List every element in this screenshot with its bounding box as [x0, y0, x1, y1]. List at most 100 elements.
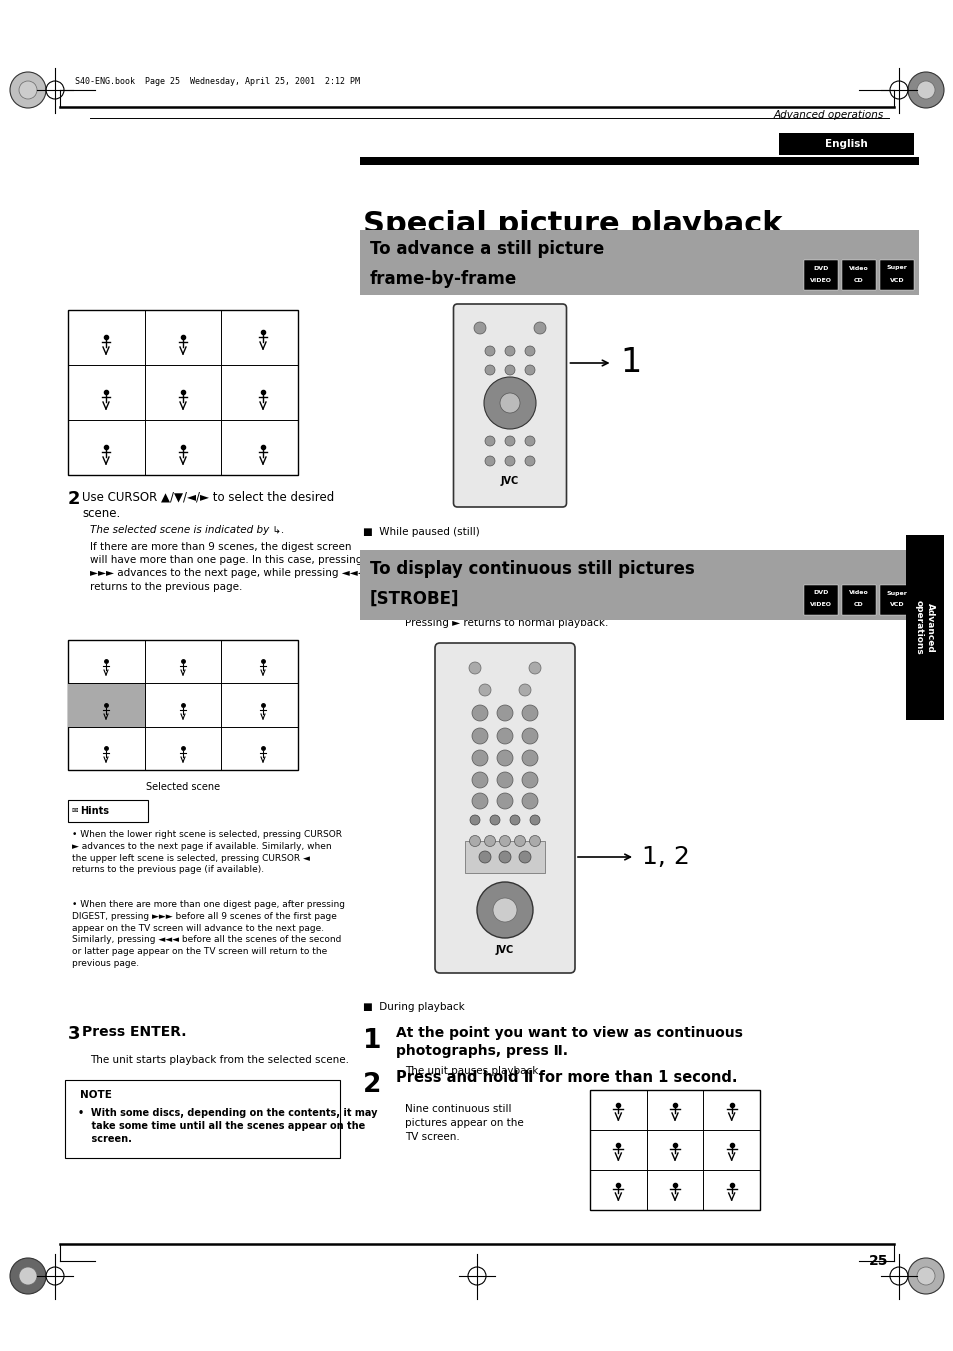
- Circle shape: [497, 728, 513, 744]
- Circle shape: [497, 771, 513, 788]
- Text: ■  While paused (still): ■ While paused (still): [363, 527, 479, 536]
- Circle shape: [916, 1267, 934, 1285]
- Text: 1: 1: [363, 1028, 381, 1054]
- Circle shape: [510, 815, 519, 825]
- Bar: [65, 1079, 339, 1158]
- Circle shape: [907, 72, 943, 108]
- Text: Nine continuous still
pictures appear on the
TV screen.: Nine continuous still pictures appear on…: [405, 1104, 523, 1142]
- Text: 1, 2: 1, 2: [641, 844, 689, 869]
- Circle shape: [524, 457, 535, 466]
- Circle shape: [483, 377, 536, 430]
- Bar: [589, 1090, 760, 1210]
- Circle shape: [493, 898, 517, 921]
- Text: Selected scene: Selected scene: [146, 782, 220, 792]
- Text: At the point you want to view as continuous
photographs, press Ⅱ.: At the point you want to view as continu…: [395, 1025, 742, 1058]
- Circle shape: [470, 815, 479, 825]
- Circle shape: [469, 835, 480, 847]
- Text: Super: Super: [885, 266, 906, 270]
- Circle shape: [469, 662, 480, 674]
- Text: •  With some discs, depending on the contents, it may
    take some time until a: • With some discs, depending on the cont…: [78, 1108, 377, 1144]
- Circle shape: [19, 1267, 37, 1285]
- Circle shape: [472, 771, 488, 788]
- Bar: [68, 309, 297, 476]
- Text: Pressing ► returns to normal playback.: Pressing ► returns to normal playback.: [405, 617, 608, 628]
- Text: Advanced
operations: Advanced operations: [914, 600, 934, 655]
- Text: ■  During playback: ■ During playback: [363, 1002, 464, 1012]
- Bar: [841, 259, 875, 290]
- Circle shape: [521, 793, 537, 809]
- Circle shape: [504, 346, 515, 357]
- Text: ✉: ✉: [71, 807, 78, 816]
- Text: S40-ENG.book  Page 25  Wednesday, April 25, 2001  2:12 PM: S40-ENG.book Page 25 Wednesday, April 25…: [75, 77, 359, 86]
- Bar: [879, 259, 913, 290]
- Text: Press and hold Ⅱ for more than 1 second.: Press and hold Ⅱ for more than 1 second.: [395, 1070, 737, 1085]
- Circle shape: [504, 436, 515, 446]
- Circle shape: [524, 346, 535, 357]
- Circle shape: [907, 1258, 943, 1294]
- FancyBboxPatch shape: [435, 643, 575, 973]
- Circle shape: [474, 322, 485, 334]
- Text: JVC: JVC: [496, 944, 514, 955]
- Text: Special picture playback: Special picture playback: [363, 209, 781, 239]
- Circle shape: [497, 705, 513, 721]
- Text: 25: 25: [868, 1254, 888, 1269]
- Text: Press ENTER.: Press ENTER.: [82, 1025, 186, 1039]
- Circle shape: [499, 835, 510, 847]
- Circle shape: [514, 835, 525, 847]
- Bar: [879, 585, 913, 615]
- Circle shape: [478, 684, 491, 696]
- Circle shape: [484, 835, 495, 847]
- Bar: [359, 157, 918, 165]
- Text: DVD: DVD: [813, 590, 828, 596]
- Text: frame-by-frame: frame-by-frame: [370, 270, 517, 288]
- Text: VIDEO: VIDEO: [809, 603, 831, 608]
- Text: The unit provides special picture playback functions
including Frame-by-frame, S: The unit provides special picture playba…: [363, 255, 669, 280]
- Text: NOTE: NOTE: [80, 1090, 112, 1100]
- Text: 1: 1: [619, 346, 641, 380]
- Circle shape: [504, 457, 515, 466]
- Circle shape: [518, 684, 531, 696]
- Text: To display continuous still pictures: To display continuous still pictures: [370, 561, 694, 578]
- Text: Video: Video: [848, 590, 868, 596]
- Circle shape: [534, 322, 545, 334]
- Text: To advance a still picture: To advance a still picture: [370, 240, 603, 258]
- Text: Use CURSOR ▲/▼/◄/► to select the desired
scene.: Use CURSOR ▲/▼/◄/► to select the desired…: [82, 490, 334, 520]
- Circle shape: [530, 815, 539, 825]
- Text: Video: Video: [848, 266, 868, 270]
- Text: • When the lower right scene is selected, pressing CURSOR
► advances to the next: • When the lower right scene is selected…: [71, 830, 341, 874]
- Text: 2: 2: [68, 490, 80, 508]
- Circle shape: [518, 851, 531, 863]
- Circle shape: [529, 662, 540, 674]
- Text: 1: 1: [363, 557, 381, 582]
- Text: 3: 3: [68, 1025, 80, 1043]
- Text: VCD: VCD: [889, 277, 903, 282]
- FancyBboxPatch shape: [68, 800, 148, 821]
- Bar: [803, 585, 837, 615]
- FancyBboxPatch shape: [453, 304, 566, 507]
- Circle shape: [529, 835, 540, 847]
- Text: Each time you press Ⅱ, the still picture advances to
the next frame.: Each time you press Ⅱ, the still picture…: [405, 586, 671, 609]
- Text: If there are more than 9 scenes, the digest screen
will have more than one page.: If there are more than 9 scenes, the dig…: [90, 542, 365, 592]
- Circle shape: [484, 436, 495, 446]
- Text: The unit pauses playback.: The unit pauses playback.: [405, 1066, 541, 1075]
- Circle shape: [472, 750, 488, 766]
- Circle shape: [10, 1258, 46, 1294]
- Bar: [464, 842, 544, 873]
- Circle shape: [524, 436, 535, 446]
- Circle shape: [497, 793, 513, 809]
- Circle shape: [490, 815, 499, 825]
- Circle shape: [498, 851, 511, 863]
- Bar: [68, 640, 297, 770]
- Text: CD: CD: [853, 603, 863, 608]
- Circle shape: [504, 365, 515, 376]
- Bar: [359, 230, 918, 295]
- Circle shape: [484, 457, 495, 466]
- Text: • When there are more than one digest page, after pressing
DIGEST, pressing ►►► : • When there are more than one digest pa…: [71, 900, 345, 969]
- Bar: [803, 259, 837, 290]
- Text: 2: 2: [363, 1071, 381, 1098]
- Circle shape: [524, 365, 535, 376]
- Circle shape: [521, 705, 537, 721]
- Bar: [359, 550, 918, 620]
- Text: JVC: JVC: [500, 476, 518, 486]
- Text: DVD: DVD: [813, 266, 828, 270]
